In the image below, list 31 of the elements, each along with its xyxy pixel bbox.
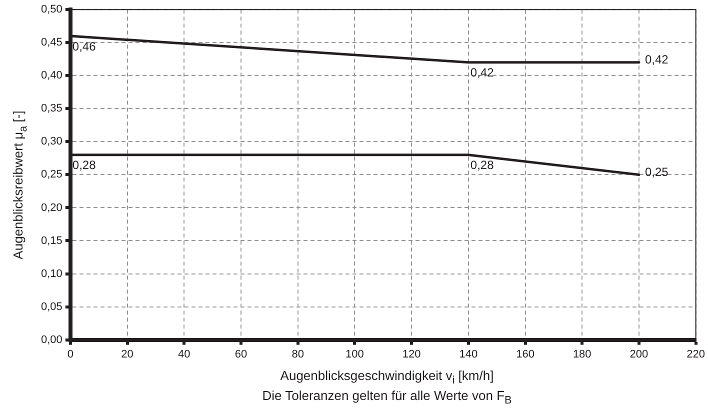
y-tick-label: 0,05 xyxy=(40,300,62,313)
x-tick-label: 160 xyxy=(516,348,534,360)
x-tick-label: 60 xyxy=(234,348,248,360)
x-tick-label: 20 xyxy=(121,348,134,360)
y-tick-label: 0,10 xyxy=(40,268,62,280)
x-tick-label: 40 xyxy=(178,348,190,360)
y-tick-label: 0,50 xyxy=(40,4,62,16)
y-tick-label: 0,00 xyxy=(40,334,62,346)
data-label: 0,28 xyxy=(72,158,96,172)
x-axis-title: Augenblicksgeschwindigkeit v$_{i}$ [km/h] xyxy=(280,368,494,387)
x-tick-label: 220 xyxy=(686,348,706,360)
x-tick-label: 0 xyxy=(67,348,74,360)
y-tick-label: 0,45 xyxy=(40,36,62,49)
x-tick-label: 80 xyxy=(292,348,304,360)
data-label: 0,28 xyxy=(470,158,494,172)
data-label: 0,42 xyxy=(470,66,494,80)
x-tick-label: 120 xyxy=(402,348,421,360)
x-tick-label: 100 xyxy=(346,348,364,360)
y-tick-label: 0,30 xyxy=(40,136,62,148)
data-label: 0,25 xyxy=(644,165,669,180)
y-tick-label: 0,40 xyxy=(40,70,62,82)
x-tick-label: 140 xyxy=(459,348,478,360)
x-tick-label: 180 xyxy=(572,348,592,360)
data-label: 0,46 xyxy=(72,39,96,54)
y-tick-label: 0,20 xyxy=(40,202,62,214)
text: Die Toleranzen gelten für alle Werte von F$_{B}$ xyxy=(262,388,512,407)
x-tick-label: 200 xyxy=(630,348,648,360)
data-label: 0,42 xyxy=(644,52,669,67)
y-tick-label: 0,15 xyxy=(40,234,62,247)
y-tick-label: 0,25 xyxy=(40,168,62,181)
y-tick-label: 0,35 xyxy=(40,102,62,115)
